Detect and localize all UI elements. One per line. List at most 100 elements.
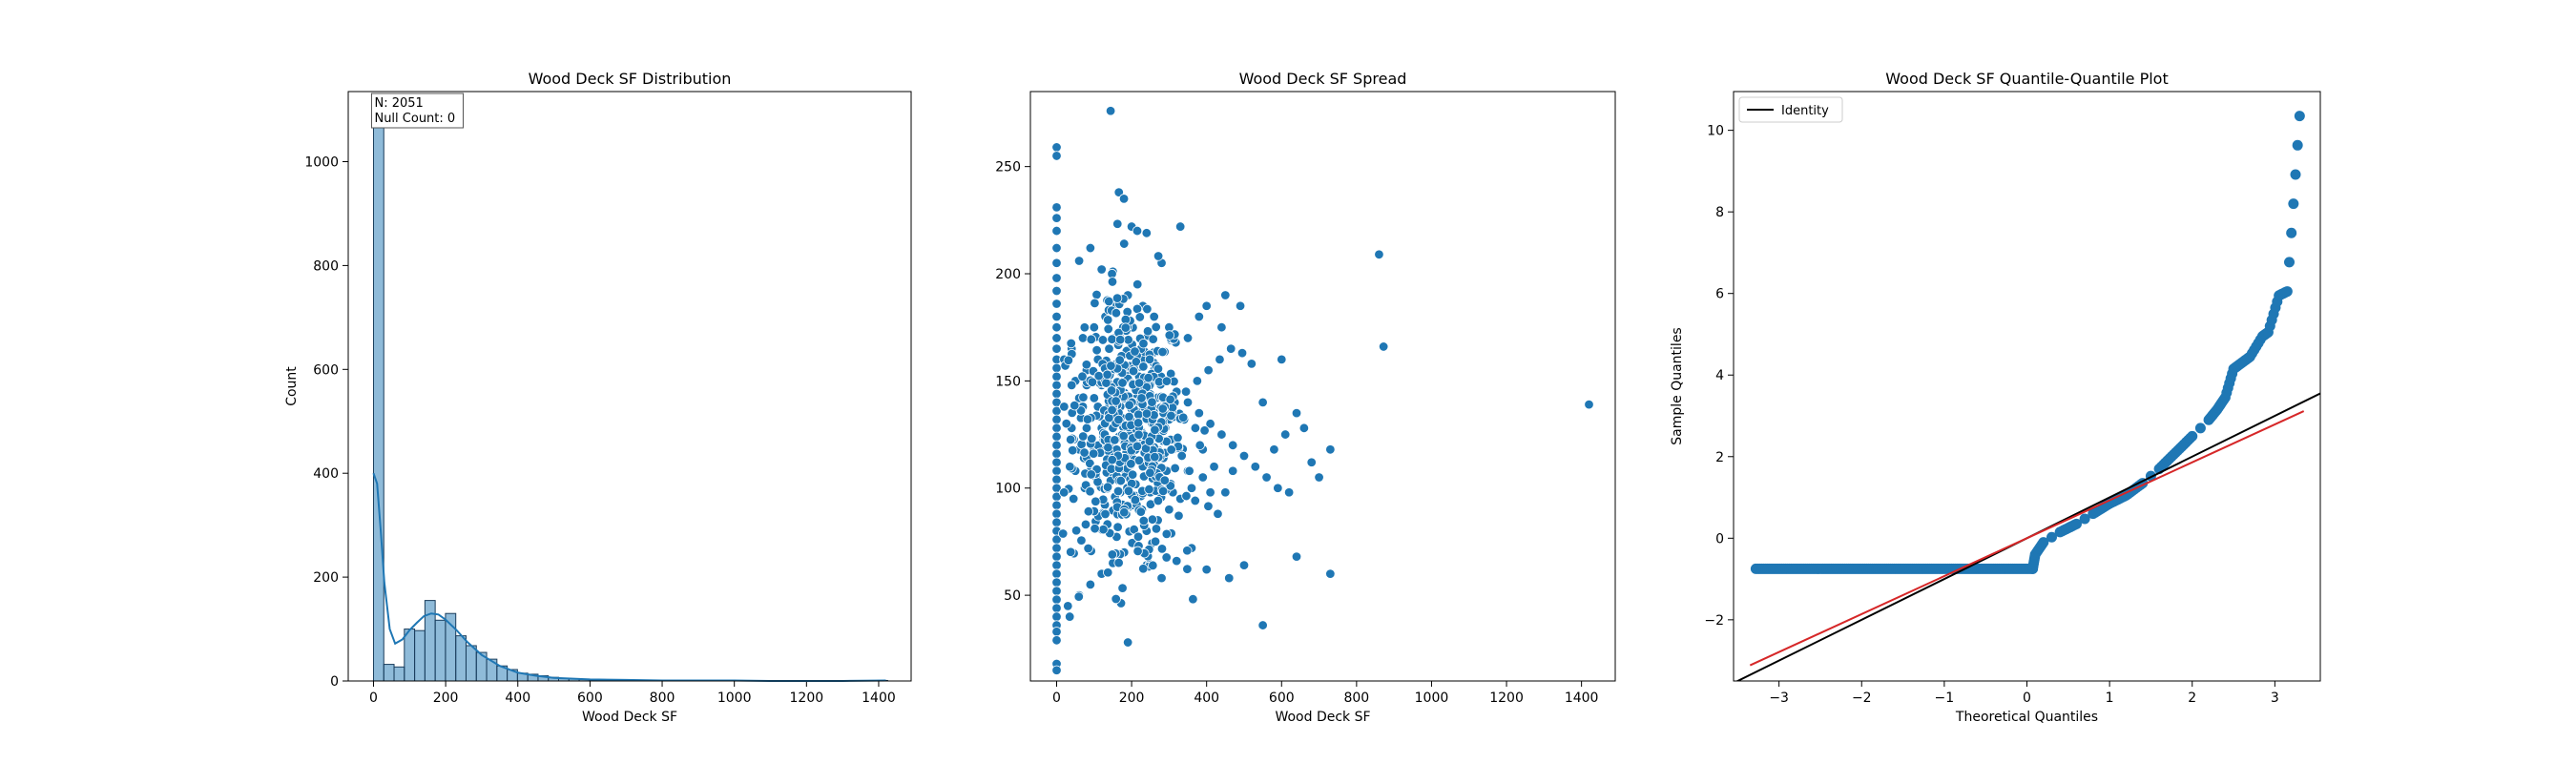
scatter-point	[1220, 290, 1231, 300]
scatter-point	[1051, 202, 1062, 213]
scatter-point	[1051, 594, 1062, 605]
scatter-point	[1176, 450, 1187, 462]
y-tick-label: 1000	[304, 155, 339, 171]
reference-lines	[1735, 392, 2320, 681]
scatter-point	[1216, 322, 1227, 333]
x-tick-label: 200	[433, 691, 459, 706]
scatter-point	[1057, 528, 1069, 539]
scatter-point	[1138, 361, 1149, 372]
scatter-point	[1081, 423, 1092, 434]
scatter-point	[1148, 334, 1158, 344]
scatter-point	[1124, 411, 1134, 423]
scatter-point	[1199, 425, 1210, 436]
qq-point	[2288, 198, 2299, 210]
scatter-point	[1147, 514, 1158, 525]
scatter-point	[1051, 273, 1062, 283]
histogram-bar	[455, 635, 467, 682]
fit-line	[1749, 410, 2305, 667]
x-tick-label: 400	[505, 691, 530, 706]
scatter-point	[1051, 551, 1062, 562]
scatter-point	[1079, 447, 1090, 458]
scatter-point	[1238, 560, 1250, 570]
scatter-point	[1181, 490, 1192, 502]
scatter-point	[1113, 187, 1124, 197]
y-tick-label: 150	[995, 374, 1021, 389]
scatter-point	[1142, 303, 1153, 315]
scatter-point	[1156, 544, 1168, 554]
scatter-point	[1091, 496, 1101, 506]
y-tick-label: 4	[1715, 368, 1724, 383]
x-axis-label: Wood Deck SF	[1275, 710, 1370, 725]
scatter-point	[1151, 524, 1162, 534]
scatter-point	[1132, 303, 1143, 315]
legend-box	[1738, 96, 1843, 123]
scatter-point	[1226, 343, 1236, 354]
scatter-point	[1174, 221, 1186, 232]
histogram-bar	[424, 600, 436, 682]
x-tick-label: 1200	[790, 691, 824, 706]
scatter-point	[1236, 347, 1248, 359]
x-tick-label: 2	[2188, 691, 2196, 706]
scatter-point	[1132, 278, 1143, 290]
scatter-point	[1091, 344, 1102, 356]
scatter-point	[1130, 346, 1140, 357]
scatter-point	[1051, 474, 1062, 485]
y-tick-label: 250	[995, 160, 1021, 175]
qq-points	[1750, 111, 2305, 574]
scatter-point	[1126, 459, 1136, 469]
scatter-point	[1051, 508, 1062, 519]
scatter-point	[1098, 524, 1109, 535]
scatter-point	[1051, 242, 1062, 254]
scatter-point	[1190, 423, 1201, 434]
scatter-point	[1156, 572, 1167, 584]
scatter-point	[1086, 334, 1096, 345]
y-tick-label: 600	[313, 362, 339, 378]
scatter-point	[1190, 495, 1200, 506]
scatter-point	[1085, 242, 1096, 254]
qq-point	[2194, 423, 2206, 434]
scatter-point	[1113, 557, 1124, 568]
scatter-point	[1085, 486, 1095, 497]
scatter-point	[1170, 463, 1180, 474]
scatter-point	[1051, 414, 1062, 425]
scatter-point	[1132, 546, 1143, 557]
scatter-point	[1216, 429, 1227, 440]
scatter-point	[1117, 583, 1128, 593]
scatter-point	[1051, 517, 1062, 527]
qq-point	[2187, 430, 2198, 442]
x-tick-label: 1	[2106, 691, 2114, 706]
scatter-point	[1082, 414, 1093, 424]
scatter-point	[1063, 601, 1073, 611]
scatter-point	[1051, 142, 1062, 153]
scatter-point	[1127, 469, 1138, 480]
scatter-point	[1051, 627, 1062, 637]
scatter-point	[1111, 293, 1123, 303]
scatter-point	[1076, 439, 1087, 450]
legend-label: Identity	[1781, 104, 1829, 118]
scatter-point	[1065, 434, 1076, 445]
qq-point	[2281, 286, 2293, 298]
scatter-point	[1051, 151, 1062, 161]
scatter-point	[1110, 435, 1120, 445]
scatter-point	[1051, 440, 1062, 451]
scatter-point	[1188, 594, 1198, 605]
scatter-point	[1089, 393, 1100, 403]
scatter-point	[1051, 423, 1062, 434]
scatter-point	[1104, 343, 1114, 354]
scatter-point	[1051, 465, 1062, 476]
scatter-point	[1161, 552, 1172, 563]
qq-point	[2294, 111, 2305, 122]
scatter-point	[1150, 424, 1160, 435]
scatter-point	[1051, 603, 1062, 613]
scatter-point	[1136, 393, 1147, 403]
y-tick-label: 100	[995, 482, 1021, 497]
axes-3: Wood Deck SF Quantile-Quantile Plot −3 −2 −…	[1670, 70, 2321, 725]
scatter-point	[1078, 392, 1089, 402]
scatter-point	[1123, 485, 1134, 496]
scatter-point	[1097, 335, 1109, 345]
scatter-point	[1283, 487, 1295, 498]
scatter-point	[1165, 394, 1175, 404]
scatter-point	[1180, 386, 1192, 397]
